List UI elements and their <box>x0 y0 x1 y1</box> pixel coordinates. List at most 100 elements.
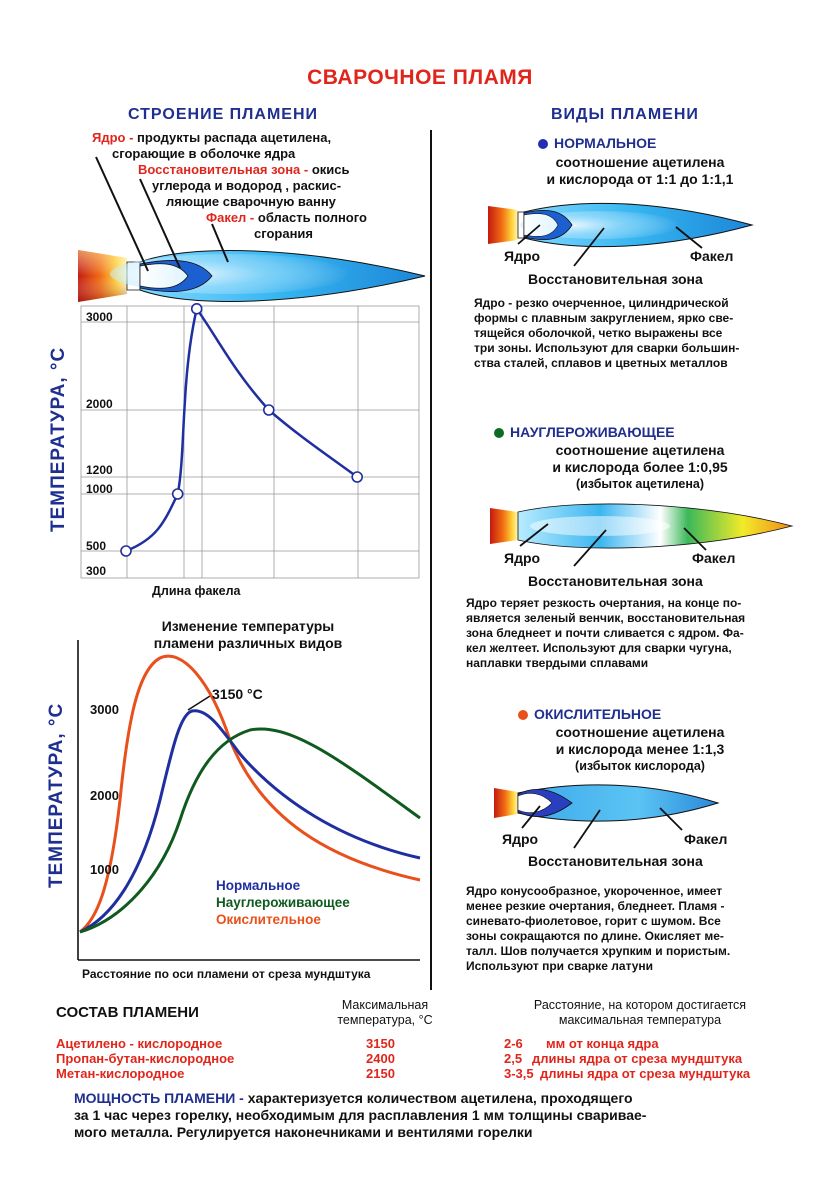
normal-ratio-1: соотношение ацетилена <box>555 154 725 170</box>
power-text-1: характеризуется количеством ацетилена, п… <box>247 1090 633 1106</box>
oxid-desc-3: синевато-фиолетовое, горит с шумом. Все <box>466 914 721 928</box>
oxid-desc-2: менее резкие очертания, бледнеет. Пламя … <box>466 899 725 913</box>
normal-heading: НОРМАЛЬНОЕ <box>538 135 656 151</box>
carb-torch-label: Факел <box>692 550 736 566</box>
row-temp: 3150 <box>366 1036 395 1051</box>
reduce-text-2: углерода и водород , раскис- <box>152 178 342 193</box>
composition-col3-header: Расстояние, на котором достигается макси… <box>490 998 790 1028</box>
core-term: Ядро - <box>92 130 134 145</box>
oxid-desc-5: талл. Шов получается хрупким и пористым. <box>466 944 731 958</box>
carb-ratio-2: и кислорода более 1:0,95 <box>552 459 728 475</box>
carb-desc-3: зона бледнеет и почти сливается с ядром.… <box>466 626 744 640</box>
reduce-annotation: Восстановительная зона - окись углерода … <box>138 162 428 210</box>
chart1-series <box>120 302 364 557</box>
oxid-torch-label: Факел <box>684 831 728 847</box>
core-annotation: Ядро - продукты распада ацетилена, сгора… <box>92 130 422 162</box>
chart2-xlabel: Расстояние по оси пламени от среза мундш… <box>82 967 371 981</box>
carb-description: Ядро теряет резкость очертания, на конце… <box>466 596 816 671</box>
table-row: Метан-кислородное 2150 3-3,5 длины ядра … <box>56 1066 796 1081</box>
chart2-line-oxidizing <box>79 654 421 934</box>
normal-torch-label: Факел <box>690 248 734 264</box>
carb-ratio-1: соотношение ацетилена <box>555 442 725 458</box>
types-heading: ВИДЫ ПЛАМЕНИ <box>551 106 699 123</box>
table-row: Ацетилено - кислородное 3150 2-6 мм от к… <box>56 1036 796 1051</box>
oxid-dot-icon <box>518 710 528 721</box>
chart2-line-normal <box>79 709 421 934</box>
row-name: Ацетилено - кислородное <box>56 1036 223 1051</box>
legend-carb: Науглероживающее <box>216 895 350 910</box>
composition-col2-header: Максимальная температура, °С <box>300 998 470 1028</box>
normal-desc-1: Ядро - резко очерченное, цилиндрической <box>474 296 729 310</box>
power-term: МОЩНОСТЬ ПЛАМЕНИ - <box>74 1090 244 1106</box>
normal-flame <box>488 202 754 267</box>
row-dist-num: 2-6 <box>504 1036 523 1051</box>
chart2-tick-2000: 2000 <box>90 788 119 803</box>
normal-ratio-2: и кислорода от 1:1 до 1:1,1 <box>546 171 734 187</box>
oxid-core-label: Ядро <box>502 831 539 847</box>
composition-heading: СОСТАВ ПЛАМЕНИ <box>56 1004 199 1021</box>
row-dist-num: 3-3,5 <box>504 1066 534 1081</box>
power-text-2: за 1 час через горелку, необходимым для … <box>74 1107 647 1123</box>
oxid-ratio-2: и кислорода менее 1:1,3 <box>555 741 725 757</box>
chart2-frame <box>77 640 420 961</box>
chart1-tick-2000: 2000 <box>86 397 113 411</box>
chart1-xlabel: Длина факела <box>152 584 241 598</box>
chart2-title-1: Изменение температуры <box>161 618 335 634</box>
carb-core-label: Ядро <box>504 550 541 566</box>
oxid-description: Ядро конусообразное, укороченное, имеет … <box>466 884 816 974</box>
row-name: Метан-кислородное <box>56 1066 185 1081</box>
row-temp: 2400 <box>366 1051 395 1066</box>
torch-text-2: сгорания <box>254 226 314 241</box>
torch-annotation: Факел - область полного сгорания <box>206 210 426 242</box>
normal-desc-4: три зоны. Используют для сварки большин- <box>474 341 740 355</box>
structure-flame <box>78 156 426 302</box>
chart1-tick-300: 300 <box>86 564 107 578</box>
normal-ratio: соотношение ацетилена и кислорода от 1:1… <box>470 154 810 188</box>
legend-oxid: Окислительное <box>216 912 321 927</box>
chart1-grid <box>80 305 420 579</box>
normal-desc-3: тящейся оболочкой, четко выражены все <box>474 326 723 340</box>
legend-normal: Нормальное <box>216 878 301 893</box>
row-dist-text: длины ядра от среза мундштука <box>532 1051 743 1066</box>
power-paragraph: МОЩНОСТЬ ПЛАМЕНИ - характеризуется колич… <box>74 1090 794 1141</box>
oxid-ratio-1: соотношение ацетилена <box>555 724 725 740</box>
oxid-desc-6: Используют при сварке латуни <box>466 959 654 973</box>
chart1-ylabel: ТЕМПЕРАТУРА, °С <box>48 346 69 532</box>
normal-desc-2: формы с плавным закруглением, ярко све- <box>474 311 734 325</box>
chart2-tick-1000: 1000 <box>90 862 119 877</box>
oxid-heading: ОКИСЛИТЕЛЬНОЕ <box>518 706 661 722</box>
chart2-ylabel: ТЕМПЕРАТУРА, °С <box>46 702 67 888</box>
oxid-flame <box>494 784 720 849</box>
torch-term: Факел - <box>206 210 255 225</box>
carb-desc-2: является зеленый венчик, восстановительн… <box>466 611 746 625</box>
col3-line2: максимальная температура <box>558 1013 722 1027</box>
chart1-tick-1000: 1000 <box>86 482 113 496</box>
carb-desc-4: кел желтеет. Используют для сварки чугун… <box>466 641 732 655</box>
row-dist-text: длины ядра от среза мундштука <box>540 1066 751 1081</box>
torch-text-1: область полного <box>257 210 367 225</box>
normal-description: Ядро - резко очерченное, цилиндрической … <box>474 296 814 371</box>
normal-desc-5: ства сталей, сплавов и цветных металлов <box>474 356 728 370</box>
carb-name: НАУГЛЕРОЖИВАЮЩЕЕ <box>510 424 675 440</box>
oxid-note: (избыток кислорода) <box>575 759 705 773</box>
reduce-text-1: окись <box>311 162 350 177</box>
chart1-point <box>351 471 364 483</box>
normal-core-label: Ядро <box>504 248 541 264</box>
reduce-term: Восстановительная зона - <box>138 162 309 177</box>
oxid-desc-4: зоны сокращаются по длине. Окисляет ме- <box>466 929 724 943</box>
row-name: Пропан-бутан-кислородное <box>56 1051 235 1066</box>
carb-zone-label: Восстановительная зона <box>528 573 703 589</box>
chart1-point <box>262 404 275 416</box>
row-dist-text: мм от конца ядра <box>546 1036 659 1051</box>
chart1-tick-3000: 3000 <box>86 310 113 324</box>
page-title: СВАРОЧНОЕ ПЛАМЯ <box>307 66 533 89</box>
carb-dot-icon <box>494 428 504 439</box>
oxid-zone-label: Восстановительная зона <box>528 853 703 869</box>
oxid-name: ОКИСЛИТЕЛЬНОЕ <box>534 706 662 722</box>
chart1-point <box>120 545 132 557</box>
row-dist-num: 2,5 <box>504 1051 523 1066</box>
carb-ratio: соотношение ацетилена и кислорода более … <box>470 442 810 476</box>
chart1-tick-500: 500 <box>86 539 107 553</box>
chart2-legend: Нормальное Науглероживающее Окислительно… <box>216 877 350 928</box>
oxid-ratio: соотношение ацетилена и кислорода менее … <box>470 724 810 758</box>
